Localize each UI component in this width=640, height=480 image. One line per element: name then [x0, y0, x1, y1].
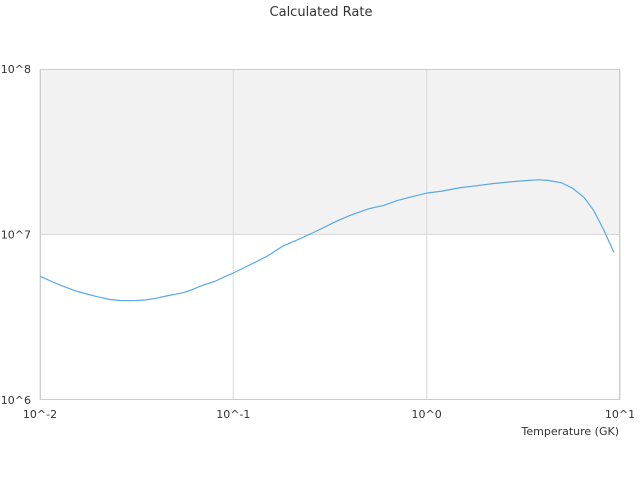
- x-tick-label: 10^-1: [216, 408, 250, 421]
- y-tick-label: 10^6: [1, 394, 31, 407]
- x-axis-title: Temperature (GK): [521, 425, 620, 438]
- chart-title: Calculated Rate: [270, 5, 373, 20]
- x-tick-label: 10^-2: [23, 408, 57, 421]
- plot-area-border: [40, 69, 620, 400]
- y-tick-label: 10^8: [1, 63, 31, 76]
- rate-line: [39, 179, 615, 302]
- y-axis-ticks: 10^6 10^7 10^8: [1, 63, 31, 407]
- shaded-band: [40, 69, 620, 235]
- x-tick-label: 10^1: [605, 408, 635, 421]
- x-axis-ticks: 10^-2 10^-1 10^0 10^1: [23, 408, 635, 421]
- y-tick-label: 10^7: [1, 229, 31, 242]
- x-tick-label: 10^0: [412, 408, 442, 421]
